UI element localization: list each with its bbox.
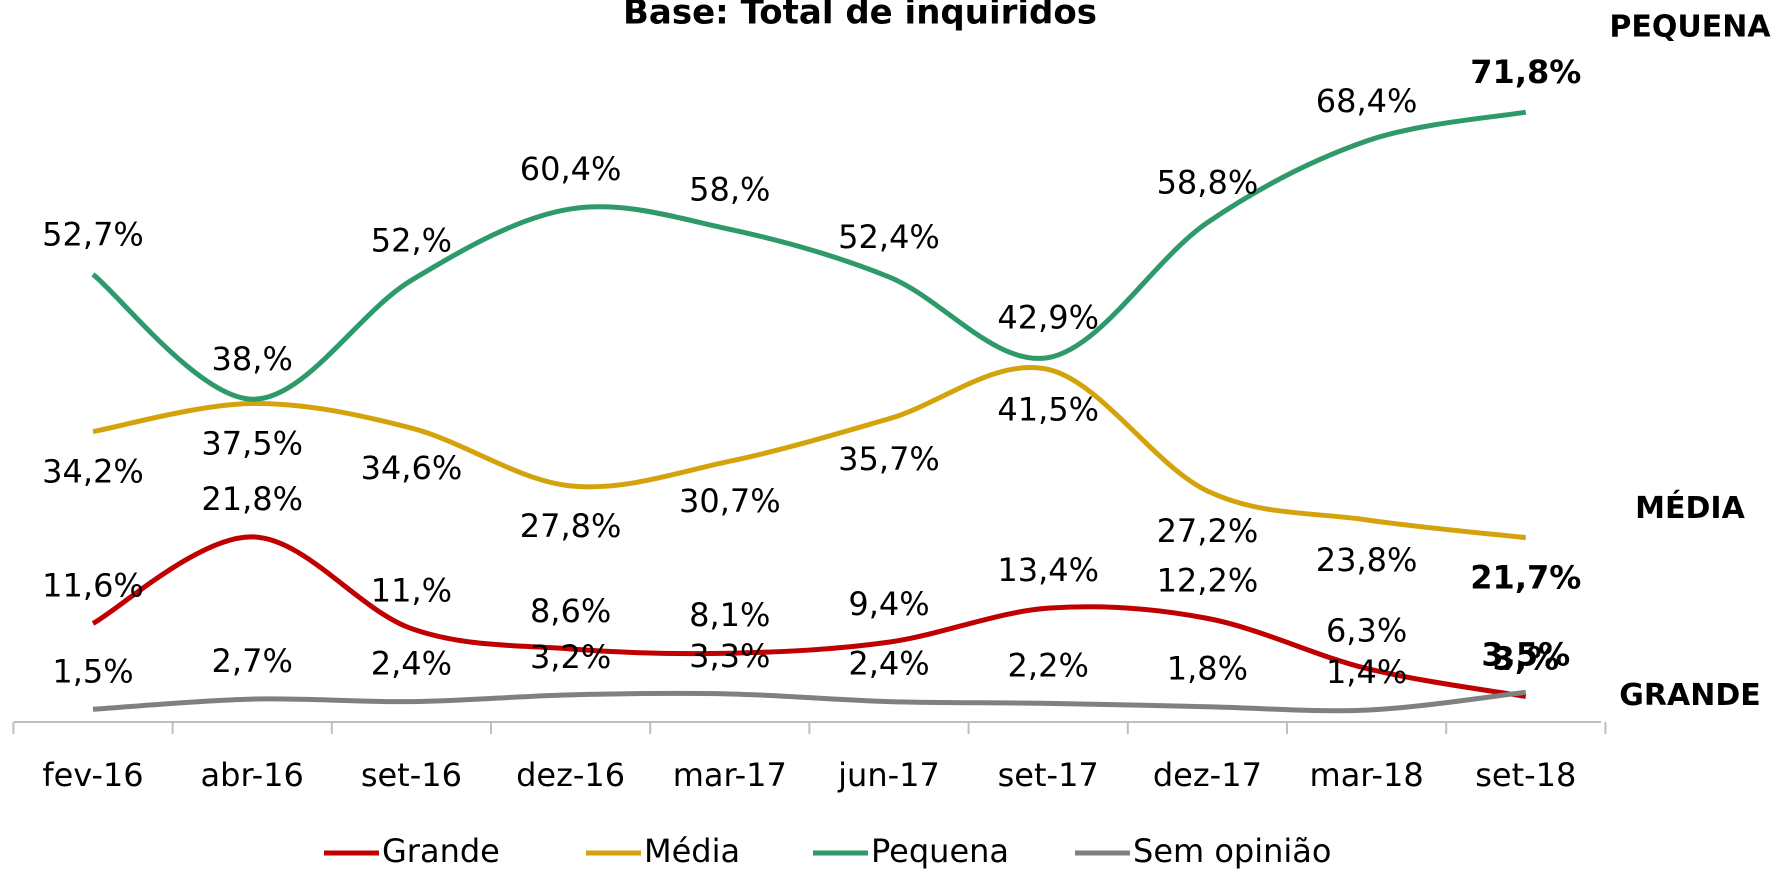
x-tick-label: fev-16 [42,756,143,794]
legend-label: Pequena [871,832,1009,870]
x-tick-label: mar-17 [673,756,787,794]
x-tick-label: abr-16 [201,756,304,794]
data-label: 1,4% [1326,653,1407,691]
data-label: 6,3% [1326,611,1407,649]
data-label: 1,8% [1167,650,1248,688]
series-line [93,537,1526,697]
legend-label: Grande [382,832,500,870]
data-label: 13,4% [997,551,1099,589]
data-label: 3,2% [530,638,611,676]
data-label: 58,8% [1157,164,1259,202]
data-label: 21,8% [201,480,303,518]
data-label: 38,% [212,340,293,378]
x-tick-label: set-18 [1475,756,1576,794]
data-label: 52,4% [838,218,940,256]
data-label: 2,2% [1008,646,1089,684]
series-end-label: MÉDIA [1635,490,1745,526]
data-label: 42,9% [997,299,1099,337]
data-label: 3,5% [1481,635,1570,673]
x-tick-label: jun-17 [837,756,940,794]
data-label: 8,6% [530,592,611,630]
data-label: 35,7% [838,440,940,478]
data-label: 12,2% [1157,561,1259,599]
series-end-label: GRANDE [1619,678,1760,713]
x-tick-label: set-16 [361,756,462,794]
data-label: 3,3% [689,637,770,675]
series-line [93,692,1526,711]
data-label: 23,8% [1316,541,1418,579]
data-label: 11,6% [42,566,144,604]
x-tick-label: dez-16 [516,756,625,794]
data-label: 60,4% [520,150,622,188]
legend-label: Média [644,832,740,870]
x-tick-label: dez-17 [1153,756,1262,794]
data-label: 34,6% [361,449,463,487]
series-end-label: PEQUENA [1609,10,1771,45]
chart: Base: Total de inquiridos fev-16 abr-16 se… [0,0,1783,873]
data-label: 21,7% [1470,559,1581,597]
data-label: 34,2% [42,453,144,491]
data-label: 1,5% [52,652,133,690]
data-label: 37,5% [201,424,303,462]
data-label: 27,8% [520,507,622,545]
x-tick-label: mar-18 [1310,756,1424,794]
data-label: 2,7% [212,642,293,680]
data-label: 58,% [689,170,770,208]
data-label: 68,4% [1316,82,1418,120]
x-tick-label: set-17 [998,756,1099,794]
data-label: 27,2% [1157,512,1259,550]
data-label: 71,8% [1470,53,1581,91]
legend-label: Sem opinião [1133,832,1331,870]
data-label: 2,4% [848,645,929,683]
data-label: 41,5% [997,390,1099,428]
data-label: 52,% [371,221,452,259]
data-label: 30,7% [679,482,781,520]
data-label: 9,4% [848,585,929,623]
data-label: 8,1% [689,596,770,634]
data-label: 11,% [371,572,452,610]
data-label: 52,7% [42,215,144,253]
series-line [93,368,1526,538]
series-line [93,112,1526,399]
data-label: 2,4% [371,645,452,683]
chart-title: Base: Total de inquiridos [623,0,1097,33]
